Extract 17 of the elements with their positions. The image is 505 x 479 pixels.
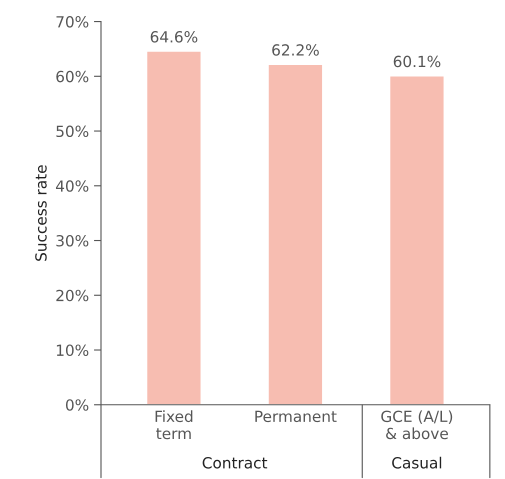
x-tick-label: Permanent: [255, 410, 337, 422]
y-tick-label: 60%: [56, 70, 88, 82]
y-tick-label: 0%: [66, 399, 88, 411]
data-label: 62.2%: [272, 44, 319, 56]
text: Casual: [392, 456, 442, 469]
data-label: 60.1%: [394, 56, 440, 68]
text: Contract: [202, 457, 268, 469]
x-tick-label: GCE (A/L) & above: [381, 410, 452, 440]
data-label: 64.6%: [150, 31, 198, 43]
y-tick-label: 40%: [56, 180, 88, 192]
y-tick-label: 20%: [56, 290, 88, 302]
y-tick-label: 50%: [56, 126, 88, 138]
y-tick-label: 30%: [56, 234, 88, 247]
x-tick-label: Fixed term: [156, 410, 192, 440]
y-tick-label: 10%: [56, 344, 88, 356]
y-tick-label: 70%: [56, 16, 88, 28]
y-axis-title: Success rate: [35, 165, 47, 261]
